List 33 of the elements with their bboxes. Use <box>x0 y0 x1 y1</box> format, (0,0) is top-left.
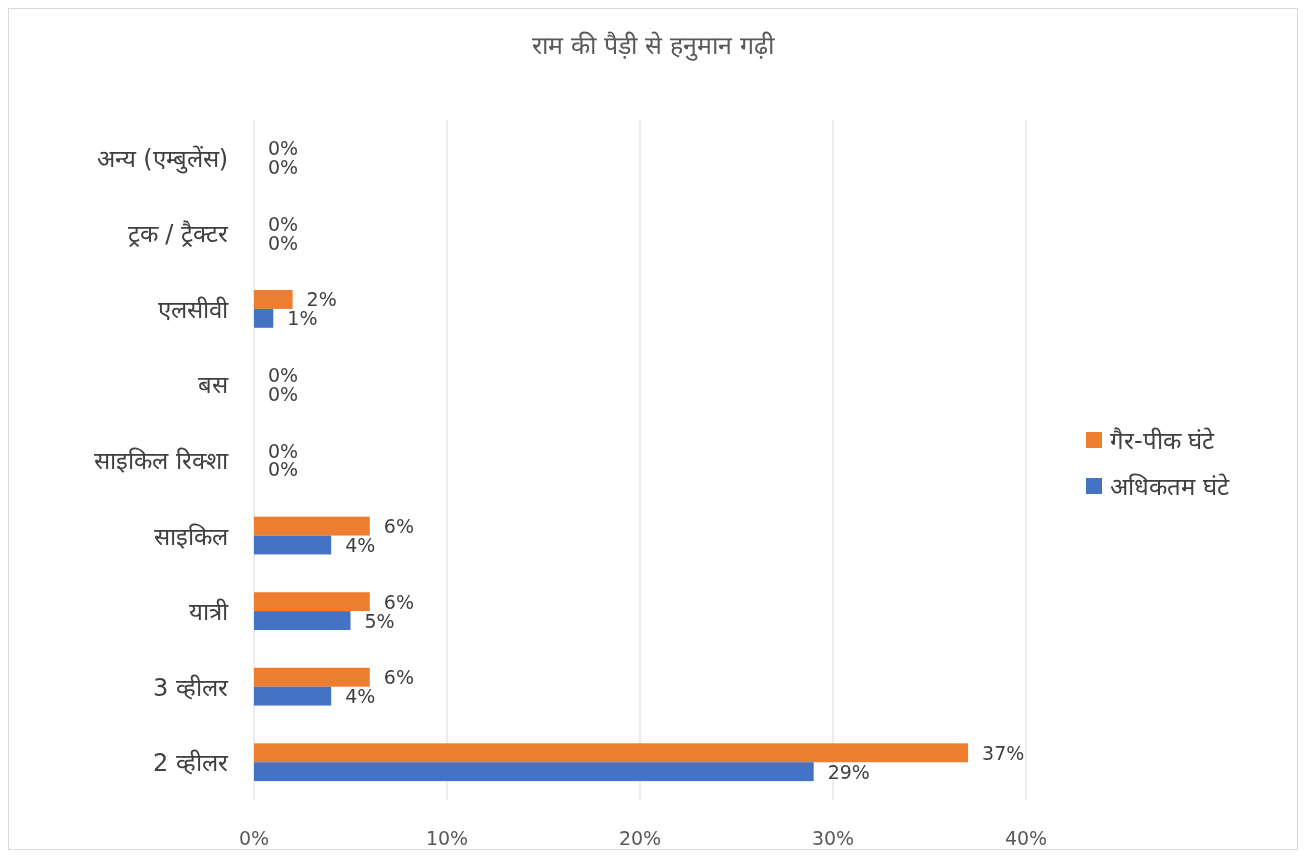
y-tick-label: 2 व्हीलर <box>153 749 229 778</box>
bar <box>254 290 293 309</box>
y-tick-label: यात्री <box>189 598 229 627</box>
bar <box>254 592 370 612</box>
bar <box>254 762 814 782</box>
y-tick-label: एलसीवी <box>158 295 229 324</box>
data-label: 4% <box>345 685 376 708</box>
bar <box>254 535 332 555</box>
bar <box>254 611 351 630</box>
bar <box>254 743 969 763</box>
bar <box>254 308 274 328</box>
x-tick-label: 20% <box>618 827 662 849</box>
x-tick-label: 0% <box>238 827 270 849</box>
bar <box>254 516 370 536</box>
data-label: 6% <box>383 515 414 538</box>
data-label: 29% <box>827 760 870 783</box>
data-label: 4% <box>345 534 376 556</box>
data-label: 37% <box>982 741 1025 764</box>
y-tick-label: साइकिल <box>154 522 229 551</box>
x-tick-label: 30% <box>811 827 855 849</box>
bar <box>254 686 332 706</box>
data-label: 6% <box>383 666 414 689</box>
y-tick-label: अन्य (एम्बुलेंस) <box>96 144 228 174</box>
y-tick-label: ट्रक / ट्रैक्टर <box>127 220 229 249</box>
legend-label: गैर-पीक घंटे <box>1110 427 1216 455</box>
chart-title: राम की पैड़ी से हनुमान गढ़ी <box>532 31 775 61</box>
legend-label: अधिकतम घंटे <box>1110 473 1230 501</box>
x-tick-label: 40% <box>1004 827 1048 849</box>
y-tick-label: बस <box>198 371 229 400</box>
y-tick-label: साइकिल रिक्शा <box>94 447 229 475</box>
x-tick-label: 10% <box>425 827 469 849</box>
y-tick-label: 3 व्हीलर <box>153 673 229 702</box>
bar <box>254 667 370 687</box>
